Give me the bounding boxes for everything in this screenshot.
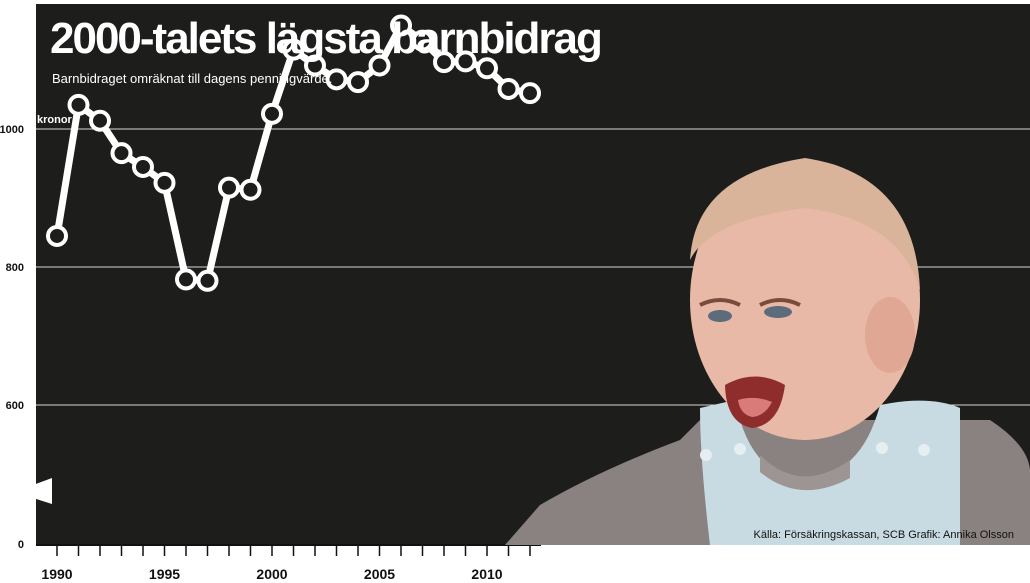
data-point — [110, 142, 133, 165]
data-point — [89, 109, 111, 132]
data-point — [325, 68, 348, 91]
data-point — [304, 54, 326, 77]
data-point — [218, 176, 240, 199]
data-point — [368, 54, 391, 77]
source-credit: Källa: Försäkringskassan, SCB Grafik: An… — [753, 529, 1014, 541]
axis-break-marker — [14, 478, 52, 504]
data-point — [153, 171, 176, 194]
data-point — [46, 224, 68, 247]
data-point — [175, 268, 197, 291]
chart-title: 2000-talets lägsta barnbidrag — [50, 14, 603, 63]
data-point — [196, 269, 219, 292]
chart-subtitle: Barnbidraget omräknat till dagens pennin… — [52, 71, 333, 86]
data-point — [497, 77, 520, 100]
data-point — [239, 178, 262, 201]
crying-baby-photo — [505, 158, 1030, 545]
y-axis-unit-label: kronor — [37, 114, 72, 126]
data-point — [282, 38, 305, 61]
y-tick-label: 600 — [6, 400, 24, 412]
data-point — [519, 82, 541, 105]
data-point — [261, 102, 283, 125]
x-tick-label: 2000 — [256, 566, 287, 582]
y-tick-label: 800 — [6, 262, 24, 274]
x-tick-label: 2010 — [471, 566, 502, 582]
data-point — [476, 57, 498, 80]
y-tick-label: 1000 — [0, 124, 24, 136]
x-tick-label: 1990 — [41, 566, 72, 582]
data-point — [347, 71, 369, 94]
data-point — [433, 51, 455, 74]
x-tick-label: 2005 — [364, 566, 395, 582]
data-point — [411, 29, 434, 52]
data-point — [67, 93, 90, 116]
y-tick-label: 0 — [18, 539, 24, 551]
data-point — [132, 155, 154, 178]
data-point — [390, 14, 412, 37]
x-tick-label: 1995 — [149, 566, 180, 582]
data-point — [454, 50, 477, 73]
